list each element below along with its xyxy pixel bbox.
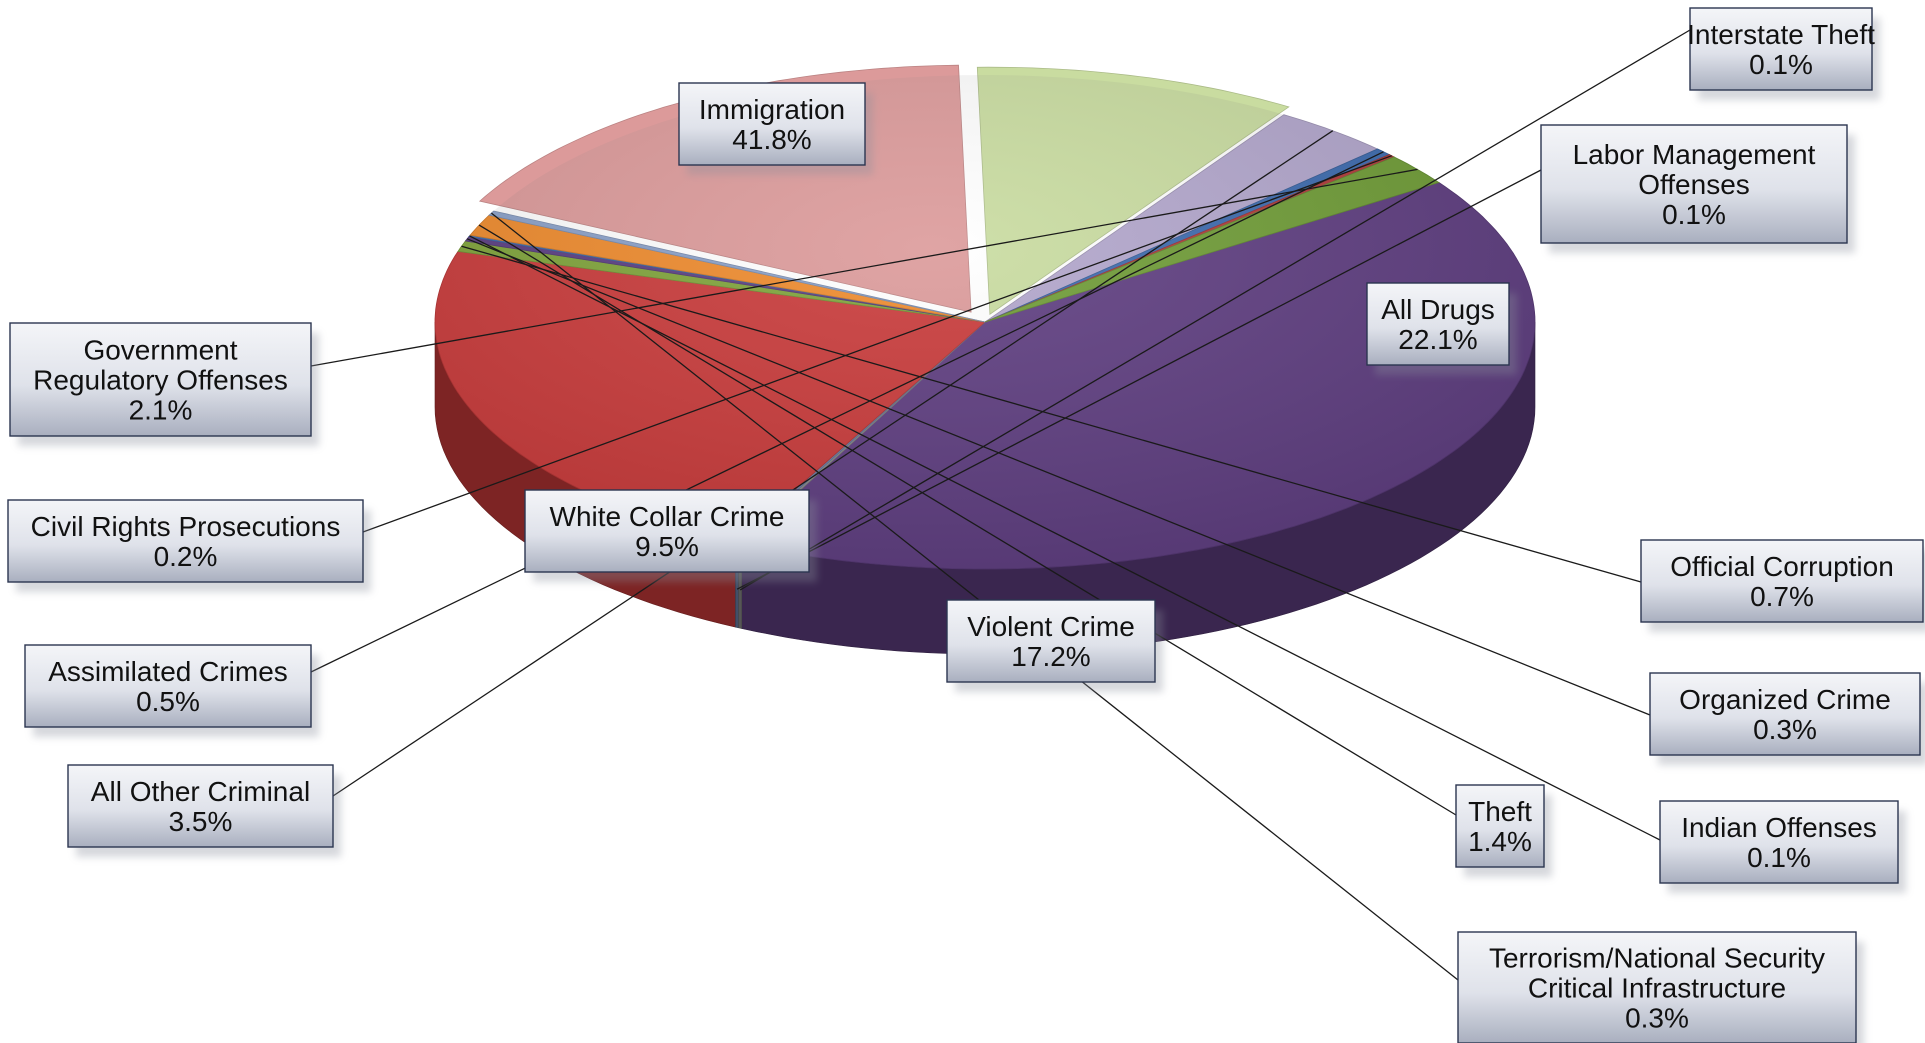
slice-name: Interstate Theft xyxy=(1687,19,1875,50)
label-box xyxy=(1366,282,1510,366)
label-box xyxy=(1640,539,1924,623)
slice-value: 41.8% xyxy=(732,124,811,155)
label-box xyxy=(524,489,810,573)
slice-value: 1.4% xyxy=(1468,826,1532,857)
label-box xyxy=(1455,784,1545,868)
label-box xyxy=(1689,7,1873,91)
slice-name: Government xyxy=(83,335,237,366)
slice-name: Official Corruption xyxy=(1670,551,1894,582)
slice-name: Regulatory Offenses xyxy=(33,365,288,396)
slice-name: Organized Crime xyxy=(1679,684,1891,715)
slice-name: Offenses xyxy=(1638,169,1750,200)
label-box xyxy=(1540,124,1848,244)
slice-name: Violent Crime xyxy=(967,611,1135,642)
label-box xyxy=(24,644,312,728)
slice-name: Civil Rights Prosecutions xyxy=(31,511,341,542)
label-box xyxy=(67,764,334,848)
slice-name: All Drugs xyxy=(1381,294,1495,325)
slice-value: 9.5% xyxy=(635,531,699,562)
slice-value: 17.2% xyxy=(1011,641,1090,672)
label-box xyxy=(1457,931,1857,1043)
label-box xyxy=(1649,672,1921,756)
slice-name: Critical Infrastructure xyxy=(1528,973,1786,1004)
slice-name: White Collar Crime xyxy=(550,501,785,532)
slice-value: 3.5% xyxy=(169,806,233,837)
slice-name: Assimilated Crimes xyxy=(48,656,288,687)
leader-line xyxy=(739,29,1691,591)
slice-name: Labor Management xyxy=(1573,139,1816,170)
slice-name: All Other Criminal xyxy=(91,776,310,807)
slice-value: 0.1% xyxy=(1662,199,1726,230)
slice-value: 0.3% xyxy=(1625,1003,1689,1034)
label-box xyxy=(1659,800,1899,884)
leader-line xyxy=(310,168,1418,367)
slice-name: Theft xyxy=(1468,796,1532,827)
leader-line xyxy=(469,235,1661,841)
slice-value: 0.3% xyxy=(1753,714,1817,745)
slice-value: 0.5% xyxy=(136,686,200,717)
slice-value: 0.7% xyxy=(1750,581,1814,612)
slice-value: 22.1% xyxy=(1398,324,1477,355)
label-box xyxy=(9,322,312,437)
slice-name: Immigration xyxy=(699,94,845,125)
label-box xyxy=(678,82,866,166)
leader-line xyxy=(461,245,1642,583)
slice-value: 2.1% xyxy=(129,395,193,426)
leader-line xyxy=(310,151,1384,673)
leader-line xyxy=(362,155,1393,533)
slice-value: 0.1% xyxy=(1749,49,1813,80)
label-box xyxy=(946,599,1156,683)
slice-value: 0.2% xyxy=(154,541,218,572)
label-box xyxy=(7,499,364,583)
leader-lines xyxy=(310,29,1691,981)
leader-line xyxy=(466,238,1651,716)
slice-value: 0.1% xyxy=(1747,842,1811,873)
slice-name: Terrorism/National Security xyxy=(1489,943,1825,974)
leader-line xyxy=(490,212,1459,981)
leader-line xyxy=(478,224,1457,816)
leader-line xyxy=(332,130,1334,797)
slice-name: Indian Offenses xyxy=(1681,812,1877,843)
leader-line xyxy=(736,169,1542,590)
